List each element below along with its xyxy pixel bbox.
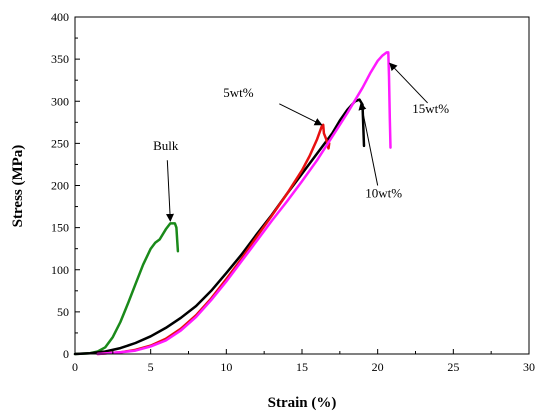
y-tick-label: 100 [51, 263, 69, 277]
y-tick-label: 350 [51, 52, 69, 66]
y-tick-label: 300 [51, 94, 69, 108]
y-tick-label: 0 [63, 347, 69, 361]
series-line-2 [96, 123, 331, 356]
annotation-label: 5wt% [223, 85, 254, 100]
annotation-layer: Bulk 5wt% 10wt% 15wt% [153, 62, 449, 222]
series-line-3 [96, 51, 392, 356]
annotation-arrow [279, 103, 323, 126]
x-tick-label: 5 [148, 360, 154, 374]
annotation-label: 10wt% [365, 185, 402, 200]
series-line-1 [73, 98, 366, 356]
x-tick-label: 25 [447, 360, 459, 374]
annotation-arrow [389, 62, 428, 104]
x-tick-label: 10 [220, 360, 232, 374]
plot-frame [74, 16, 530, 355]
y-tick-label: 50 [57, 305, 69, 319]
annotation-arrow [165, 160, 174, 222]
annotation-label: Bulk [153, 138, 179, 153]
y-axis-title: Stress (MPa) [10, 145, 26, 228]
series-line-0 [73, 222, 180, 356]
annotation-arrow [358, 101, 379, 186]
plot-layer [73, 51, 392, 356]
annotation-label: 15wt% [412, 101, 449, 116]
x-tick-label: 15 [296, 360, 308, 374]
x-tick-label: 30 [523, 360, 535, 374]
x-tick-label: 0 [72, 360, 78, 374]
x-tick-label: 20 [372, 360, 384, 374]
y-tick-label: 400 [51, 10, 69, 24]
y-tick-label: 200 [51, 179, 69, 193]
x-axis-title: Strain (%) [268, 395, 337, 411]
y-tick-label: 250 [51, 136, 69, 150]
y-tick-label: 150 [51, 221, 69, 235]
